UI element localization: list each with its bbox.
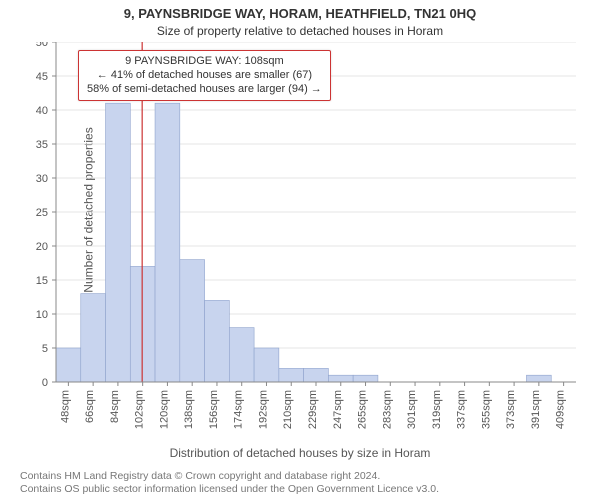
histogram-bar [304, 368, 329, 382]
svg-text:30: 30 [36, 173, 48, 185]
histogram-bar [81, 294, 106, 382]
attribution: Contains HM Land Registry data © Crown c… [20, 470, 590, 496]
histogram-bar [229, 328, 254, 382]
svg-text:40: 40 [36, 105, 48, 117]
x-tick-label: 120sqm [158, 390, 170, 429]
x-tick-label: 102sqm [134, 390, 146, 429]
x-axis-label: Distribution of detached houses by size … [0, 446, 600, 460]
histogram-bar [205, 300, 230, 382]
x-tick-label: 283sqm [381, 390, 393, 429]
x-tick-label: 337sqm [456, 390, 468, 429]
histogram-bar [279, 368, 304, 382]
x-tick-label: 156sqm [208, 390, 220, 429]
x-tick-label: 319sqm [431, 390, 443, 429]
histogram-svg: 0 5 10 15 20 25 30 35 40 45 50 48sqm 66sqm 84sqm 102sq… [26, 42, 576, 442]
svg-text:5: 5 [42, 343, 48, 355]
histogram-bar [526, 375, 551, 382]
histogram-bar [254, 348, 279, 382]
x-tick-label: 138sqm [183, 390, 195, 429]
svg-text:10: 10 [36, 309, 48, 321]
histogram-bar [56, 348, 81, 382]
histogram-bar [353, 375, 378, 382]
x-tick-label: 409sqm [555, 390, 567, 429]
x-tick-label: 174sqm [233, 390, 245, 429]
x-tick-label: 66sqm [84, 390, 96, 423]
x-tick-label: 210sqm [282, 390, 294, 429]
svg-text:45: 45 [36, 71, 48, 83]
x-tick-label: 48sqm [59, 390, 71, 423]
annotation-line3: 58% of semi-detached houses are larger (… [87, 83, 322, 97]
annotation-line1: 9 PAYNSBRIDGE WAY: 108sqm [87, 55, 322, 69]
svg-text:0: 0 [42, 377, 48, 389]
x-tick-label: 229sqm [307, 390, 319, 429]
histogram-bar [328, 375, 353, 382]
svg-text:25: 25 [36, 207, 48, 219]
histogram-bar [106, 103, 131, 382]
x-tick-label: 265sqm [357, 390, 369, 429]
x-tick-label: 192sqm [257, 390, 269, 429]
svg-text:50: 50 [36, 42, 48, 49]
svg-text:20: 20 [36, 241, 48, 253]
x-tick-label: 355sqm [480, 390, 492, 429]
x-tick-label: 247sqm [332, 390, 344, 429]
x-tick-label: 373sqm [505, 390, 517, 429]
chart-subtitle: Size of property relative to detached ho… [0, 24, 600, 38]
svg-text:35: 35 [36, 139, 48, 151]
x-tick-label: 301sqm [406, 390, 418, 429]
x-tick-label: 391sqm [530, 390, 542, 429]
attribution-line1: Contains HM Land Registry data © Crown c… [20, 470, 590, 483]
x-tick-label: 84sqm [109, 390, 121, 423]
annotation-line2: ← 41% of detached houses are smaller (67… [87, 69, 322, 83]
annotation-box: 9 PAYNSBRIDGE WAY: 108sqm ← 41% of detac… [78, 50, 331, 101]
svg-text:15: 15 [36, 275, 48, 287]
attribution-line2: Contains OS public sector information li… [20, 483, 590, 496]
chart-container: { "title": "9, PAYNSBRIDGE WAY, HORAM, H… [0, 0, 600, 500]
chart-title: 9, PAYNSBRIDGE WAY, HORAM, HEATHFIELD, T… [0, 0, 600, 22]
histogram-bar [180, 260, 205, 382]
histogram-bar [155, 103, 180, 382]
